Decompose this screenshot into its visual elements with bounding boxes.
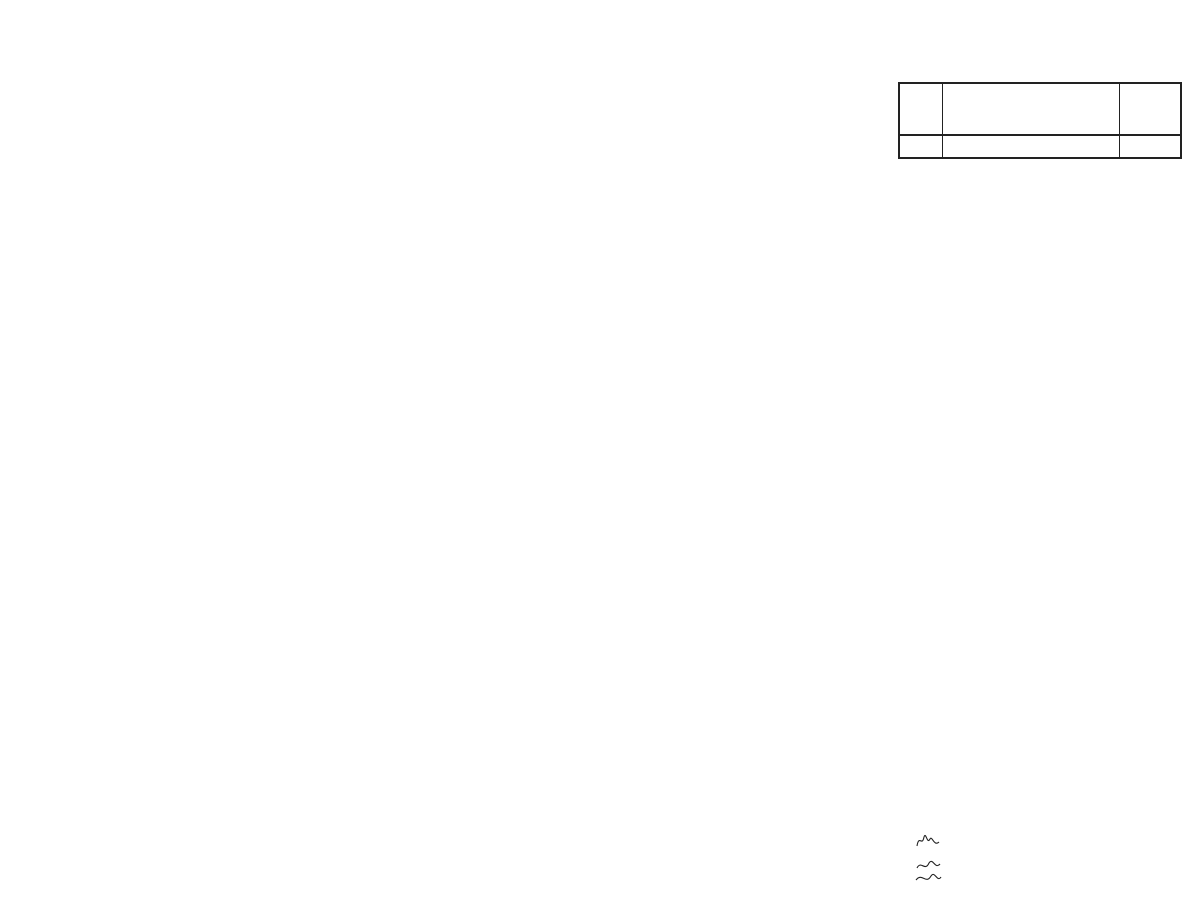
design-company: [970, 834, 1118, 858]
sheets-label: [1192, 831, 1200, 843]
stage-label: [1121, 831, 1162, 843]
schedule-header-row: [898, 82, 1182, 136]
room-schedule-table: [898, 82, 1182, 159]
sheets-value: [1196, 845, 1200, 859]
signature-1: [916, 835, 940, 847]
schedule-total-label: [942, 134, 1120, 159]
tb-col-kol: [850, 818, 869, 830]
schedule-total-value: [1119, 134, 1182, 159]
drawing-title: [970, 863, 1118, 891]
schedule-header-number: [898, 82, 943, 136]
client-company: [1122, 863, 1200, 891]
tb-col-ndok: [891, 818, 915, 830]
signature-2: [915, 860, 942, 881]
sheet-value: [1163, 845, 1190, 859]
tb-col-list: [869, 818, 891, 830]
sheet-label: [1163, 831, 1190, 843]
tb-col-podp: [915, 818, 942, 830]
stage-value: [1121, 845, 1162, 859]
schedule-header-name: [942, 82, 1120, 136]
tb-col-data: [942, 818, 968, 830]
schedule-total-row: [898, 134, 1182, 159]
schedule-header-area: [1119, 82, 1182, 136]
schedule-total-empty-cell: [898, 134, 943, 159]
tb-col-izm: [832, 818, 850, 830]
